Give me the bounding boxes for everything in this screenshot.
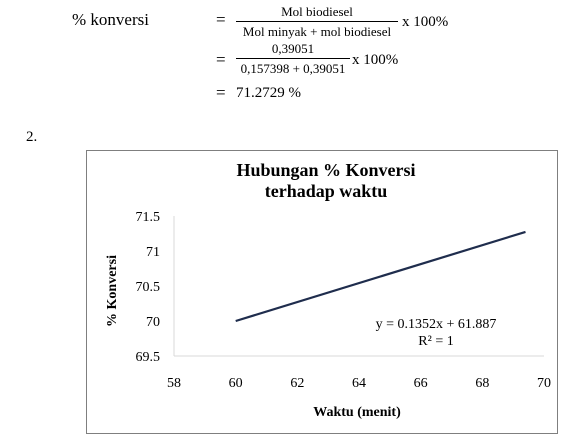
y-axis-title: % Konversi: [105, 255, 120, 327]
chart-container: Hubungan % Konversi terhadap waktu 71.5 7…: [86, 150, 558, 434]
fraction-1-bar: [236, 21, 398, 22]
x-tick-label: 68: [475, 376, 489, 391]
y-tick-label: 70.5: [136, 280, 161, 295]
equation-lhs: % konversi: [72, 10, 149, 29]
y-tick-label: 71: [146, 245, 160, 260]
multiplier-2: x 100%: [352, 52, 399, 68]
fraction-2-numerator: 0,39051: [271, 41, 315, 56]
series-line: [235, 230, 526, 323]
x-tick-label: 58: [167, 376, 181, 391]
fraction-2-denominator: 0,157398 + 0,39051: [240, 61, 346, 76]
chart-title-line-1: Hubungan % Konversi: [236, 160, 415, 180]
fraction-2-bar: [236, 58, 350, 59]
equals-sign-2: =: [216, 50, 226, 69]
chart-title-line-2: terhadap waktu: [265, 181, 388, 201]
equals-sign-1: =: [216, 10, 226, 29]
series-group: [235, 230, 526, 323]
y-tick-label: 70: [146, 315, 160, 330]
fraction-1-numerator: Mol biodiesel: [281, 4, 353, 19]
y-tick-label: 71.5: [136, 210, 161, 225]
x-tick-label: 66: [414, 376, 428, 391]
trendline-equation: y = 0.1352x + 61.887: [376, 317, 497, 332]
y-tick-labels: 71.5 71 70.5 70 69.5: [136, 210, 161, 365]
fraction-1-denominator: Mol minyak + mol biodiesel: [242, 24, 392, 39]
x-axis-title: Waktu (menit): [313, 405, 401, 420]
fraction-1: Mol biodiesel Mol minyak + mol biodiesel: [236, 4, 398, 40]
x-tick-label: 70: [537, 376, 551, 391]
line-chart: Hubungan % Konversi terhadap waktu 71.57…: [105, 160, 551, 420]
equals-sign-3: =: [216, 83, 226, 102]
multiplier-1: x 100%: [402, 14, 449, 30]
y-tick-label: 69.5: [136, 350, 161, 365]
x-tick-label: 62: [290, 376, 304, 391]
section-number: 2.: [26, 129, 38, 145]
fraction-2: 0,39051 0,157398 + 0,39051: [236, 41, 350, 77]
x-tick-label: 64: [352, 376, 366, 391]
trendline-r-squared: R² = 1: [418, 334, 453, 349]
x-tick-label: 60: [229, 376, 243, 391]
result-value: 71.2729 %: [236, 85, 301, 101]
x-tick-labels: 58 60 62 64 66 68 70: [167, 376, 551, 391]
